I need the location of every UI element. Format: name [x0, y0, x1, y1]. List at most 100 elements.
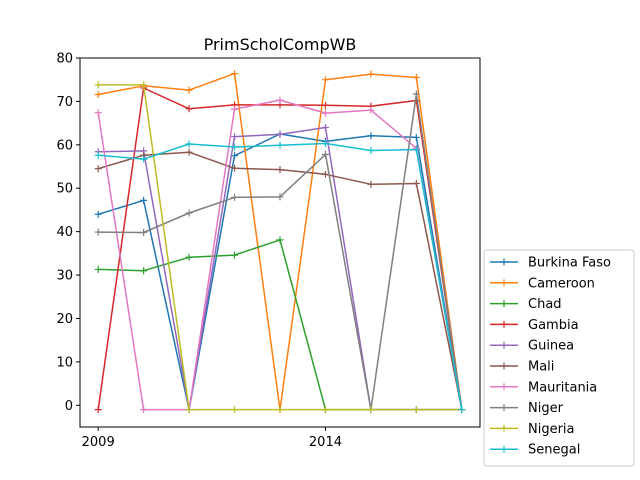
y-tick-label: 10: [56, 355, 73, 370]
y-tick-label: 50: [56, 182, 73, 197]
legend-marker: [500, 362, 508, 370]
legend-item: Nigeria: [490, 422, 575, 437]
legend-marker: [500, 300, 508, 308]
data-point: [321, 101, 329, 109]
data-point: [231, 70, 239, 78]
data-point: [185, 86, 193, 94]
series-chad: [94, 236, 466, 414]
data-point: [321, 76, 329, 84]
axes-layer: 0 10 20 30 40 50 60 70 80 2009 2014: [56, 52, 481, 450]
data-point: [94, 165, 102, 173]
data-point: [412, 133, 420, 141]
legend-label: Burkina Faso: [528, 256, 611, 271]
data-point: [140, 81, 148, 89]
series-line: [98, 239, 462, 411]
series-nigeria: [94, 81, 466, 414]
legend-label: Chad: [528, 297, 562, 312]
data-point: [140, 267, 148, 275]
data-point: [321, 140, 329, 148]
data-point: [321, 123, 329, 131]
data-point: [412, 406, 420, 414]
series-senegal: [94, 140, 466, 414]
data-point: [276, 236, 284, 244]
data-point: [231, 143, 239, 151]
x-tick-label: 2009: [82, 435, 115, 450]
plot-frame: [79, 57, 481, 428]
legend-label: Mauritania: [528, 380, 597, 395]
legend-label: Senegal: [528, 443, 580, 458]
data-point: [231, 406, 239, 414]
legend: Burkina Faso Cameroon Chad Gambia Guinea Mali…: [483, 249, 635, 467]
chart-title: PrimScholCompWB: [204, 35, 357, 54]
data-point: [321, 406, 329, 414]
data-point: [276, 166, 284, 174]
legend-item: Niger: [490, 401, 564, 416]
legend-item: Guinea: [490, 339, 574, 354]
data-point: [231, 193, 239, 201]
y-tick-label: 70: [56, 95, 73, 110]
legend-label: Cameroon: [528, 276, 595, 291]
series-niger: [94, 90, 466, 414]
data-point: [94, 151, 102, 159]
data-point: [94, 265, 102, 273]
data-point: [140, 155, 148, 163]
data-point: [231, 251, 239, 259]
data-point: [367, 70, 375, 78]
legend-marker: [500, 320, 508, 328]
data-point: [412, 74, 420, 82]
data-point: [94, 81, 102, 89]
data-point: [367, 406, 375, 414]
legend-item: Senegal: [490, 443, 580, 458]
data-point: [140, 196, 148, 204]
legend-item: Burkina Faso: [490, 256, 611, 271]
y-tick-label: 40: [56, 225, 73, 240]
data-point: [276, 130, 284, 138]
data-point: [367, 106, 375, 114]
legend-label: Nigeria: [528, 422, 575, 437]
series-line: [97, 133, 463, 411]
data-point: [140, 229, 148, 237]
legend-label: Gambia: [528, 318, 579, 333]
legend-marker: [500, 341, 508, 349]
data-point: [185, 209, 193, 217]
data-point: [276, 96, 284, 104]
data-point: [276, 193, 284, 201]
y-tick-label: 80: [56, 52, 73, 67]
y-tick-label: 0: [65, 399, 73, 414]
x-tick-label: 2014: [309, 435, 342, 450]
data-point: [321, 150, 329, 158]
y-tick-label: 60: [56, 138, 73, 153]
y-tick-label: 30: [56, 269, 73, 284]
data-point: [185, 253, 193, 261]
data-point: [185, 140, 193, 148]
data-point: [276, 141, 284, 149]
legend-marker: [500, 424, 508, 432]
data-point: [231, 152, 239, 160]
data-point: [94, 90, 102, 98]
data-point: [412, 90, 420, 98]
series-line: [97, 151, 463, 410]
legend-marker: [500, 404, 508, 412]
data-point: [412, 146, 420, 154]
data-point: [367, 132, 375, 140]
data-point: [231, 133, 239, 141]
data-point: [94, 210, 102, 218]
legend-item: Mauritania: [490, 380, 597, 395]
legend-box: [483, 249, 635, 467]
data-point: [367, 180, 375, 188]
data-point: [94, 228, 102, 236]
data-point: [367, 146, 375, 154]
data-point: [94, 406, 102, 414]
data-point: [321, 170, 329, 178]
legend-item: Chad: [490, 297, 562, 312]
data-point: [185, 105, 193, 113]
data-point: [276, 406, 284, 414]
data-point: [412, 179, 420, 187]
data-point: [94, 109, 102, 117]
legend-marker: [500, 445, 508, 453]
legend-item: Gambia: [490, 318, 579, 333]
series-layer: [94, 70, 466, 414]
legend-item: Mali: [490, 360, 554, 375]
